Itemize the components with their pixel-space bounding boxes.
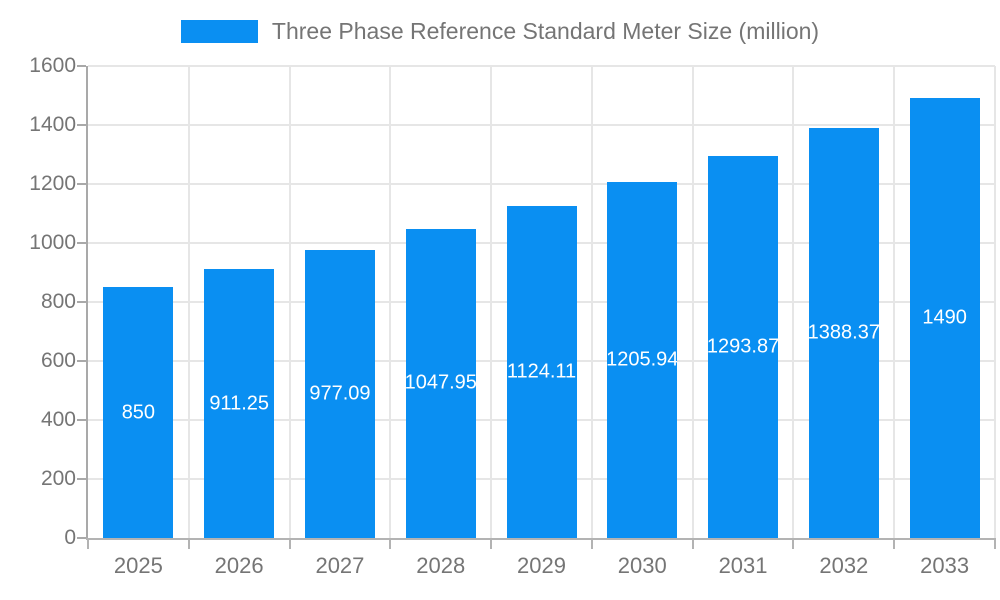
bar[interactable]: 1388.37 <box>808 128 879 538</box>
y-axis-line <box>86 66 88 538</box>
chart-legend: Three Phase Reference Standard Meter Siz… <box>0 18 1000 45</box>
y-axis-tick-label: 400 <box>40 408 76 431</box>
y-gridline <box>88 65 995 67</box>
y-axis-tick <box>77 301 86 303</box>
x-axis-tick <box>288 538 291 549</box>
x-gridline <box>792 66 795 538</box>
bar[interactable]: 1124.11 <box>506 206 577 538</box>
y-axis-tick <box>77 537 86 539</box>
x-axis-tick <box>792 538 795 549</box>
x-gridline <box>590 66 593 538</box>
bar[interactable]: 911.25 <box>204 269 275 538</box>
y-axis-tick-label: 0 <box>64 526 76 549</box>
x-axis-category-label: 2026 <box>214 553 264 578</box>
x-axis-category-label: 2029 <box>517 553 566 578</box>
bar[interactable]: 1293.87 <box>708 156 779 538</box>
bar-value-label: 977.09 <box>309 382 371 405</box>
bar-value-label: 1124.11 <box>506 360 577 383</box>
x-gridline <box>893 66 896 538</box>
plot-area: 0 200 400 600 800 1000 1200 1400 1600 850 2025 911.… <box>29 54 996 578</box>
bar-value-label: 1047.95 <box>405 371 476 394</box>
y-axis-tick <box>77 124 86 126</box>
x-gridline <box>691 66 694 538</box>
y-axis-tick <box>77 478 86 480</box>
y-gridline <box>88 183 995 185</box>
y-gridline <box>88 124 995 126</box>
x-axis-category-label: 2027 <box>315 553 365 578</box>
y-axis-tick-label: 1400 <box>29 113 76 136</box>
bar-value-label: 850 <box>121 401 156 424</box>
bar[interactable]: 1490 <box>909 98 980 538</box>
x-axis-tick <box>590 538 593 549</box>
x-axis-tick <box>893 538 896 549</box>
x-axis-tick <box>994 538 996 549</box>
x-gridline <box>994 66 996 538</box>
x-axis-tick <box>389 538 392 549</box>
bar-value-label: 1293.87 <box>708 335 779 358</box>
x-gridline <box>288 66 291 538</box>
bar[interactable]: 1047.95 <box>405 228 476 538</box>
x-gridline <box>389 66 392 538</box>
bar-value-label: 911.25 <box>209 392 269 415</box>
bar-value-label: 1205.94 <box>607 348 678 371</box>
legend-swatch-icon <box>180 20 258 43</box>
x-axis-category-label: 2033 <box>920 553 970 578</box>
x-axis-category-label: 2030 <box>617 553 667 578</box>
x-axis-tick <box>691 538 694 549</box>
y-axis-tick-label: 1600 <box>29 54 76 77</box>
x-axis-tick <box>187 538 190 549</box>
x-axis-category-label: 2028 <box>416 553 466 578</box>
x-axis-category-label: 2025 <box>113 553 163 578</box>
y-axis-tick-label: 1000 <box>29 231 76 254</box>
y-axis-tick <box>77 242 86 244</box>
y-axis-tick-label: 200 <box>40 467 76 490</box>
x-axis-tick <box>490 538 493 549</box>
x-gridline <box>187 66 190 538</box>
x-axis-category-label: 2031 <box>718 553 768 578</box>
y-axis-tick <box>77 65 86 67</box>
bar[interactable]: 977.09 <box>304 249 375 538</box>
y-axis-tick-label: 1200 <box>29 172 76 195</box>
bar[interactable]: 850 <box>103 287 174 538</box>
y-axis-tick-label: 800 <box>40 290 76 313</box>
y-axis-tick <box>77 419 86 421</box>
x-axis-category-label: 2032 <box>819 553 869 578</box>
bar-value-label: 1388.37 <box>808 321 879 344</box>
legend-label: Three Phase Reference Standard Meter Siz… <box>271 18 820 44</box>
y-axis-tick-label: 600 <box>40 349 76 372</box>
x-axis-line <box>86 538 995 540</box>
y-axis-tick <box>77 183 86 185</box>
y-axis-tick <box>77 360 86 362</box>
x-axis-tick <box>87 538 89 549</box>
x-gridline <box>490 66 493 538</box>
legend-item[interactable]: Three Phase Reference Standard Meter Siz… <box>180 18 820 45</box>
bar[interactable]: 1205.94 <box>607 182 678 538</box>
bar-value-label: 1490 <box>922 306 967 329</box>
